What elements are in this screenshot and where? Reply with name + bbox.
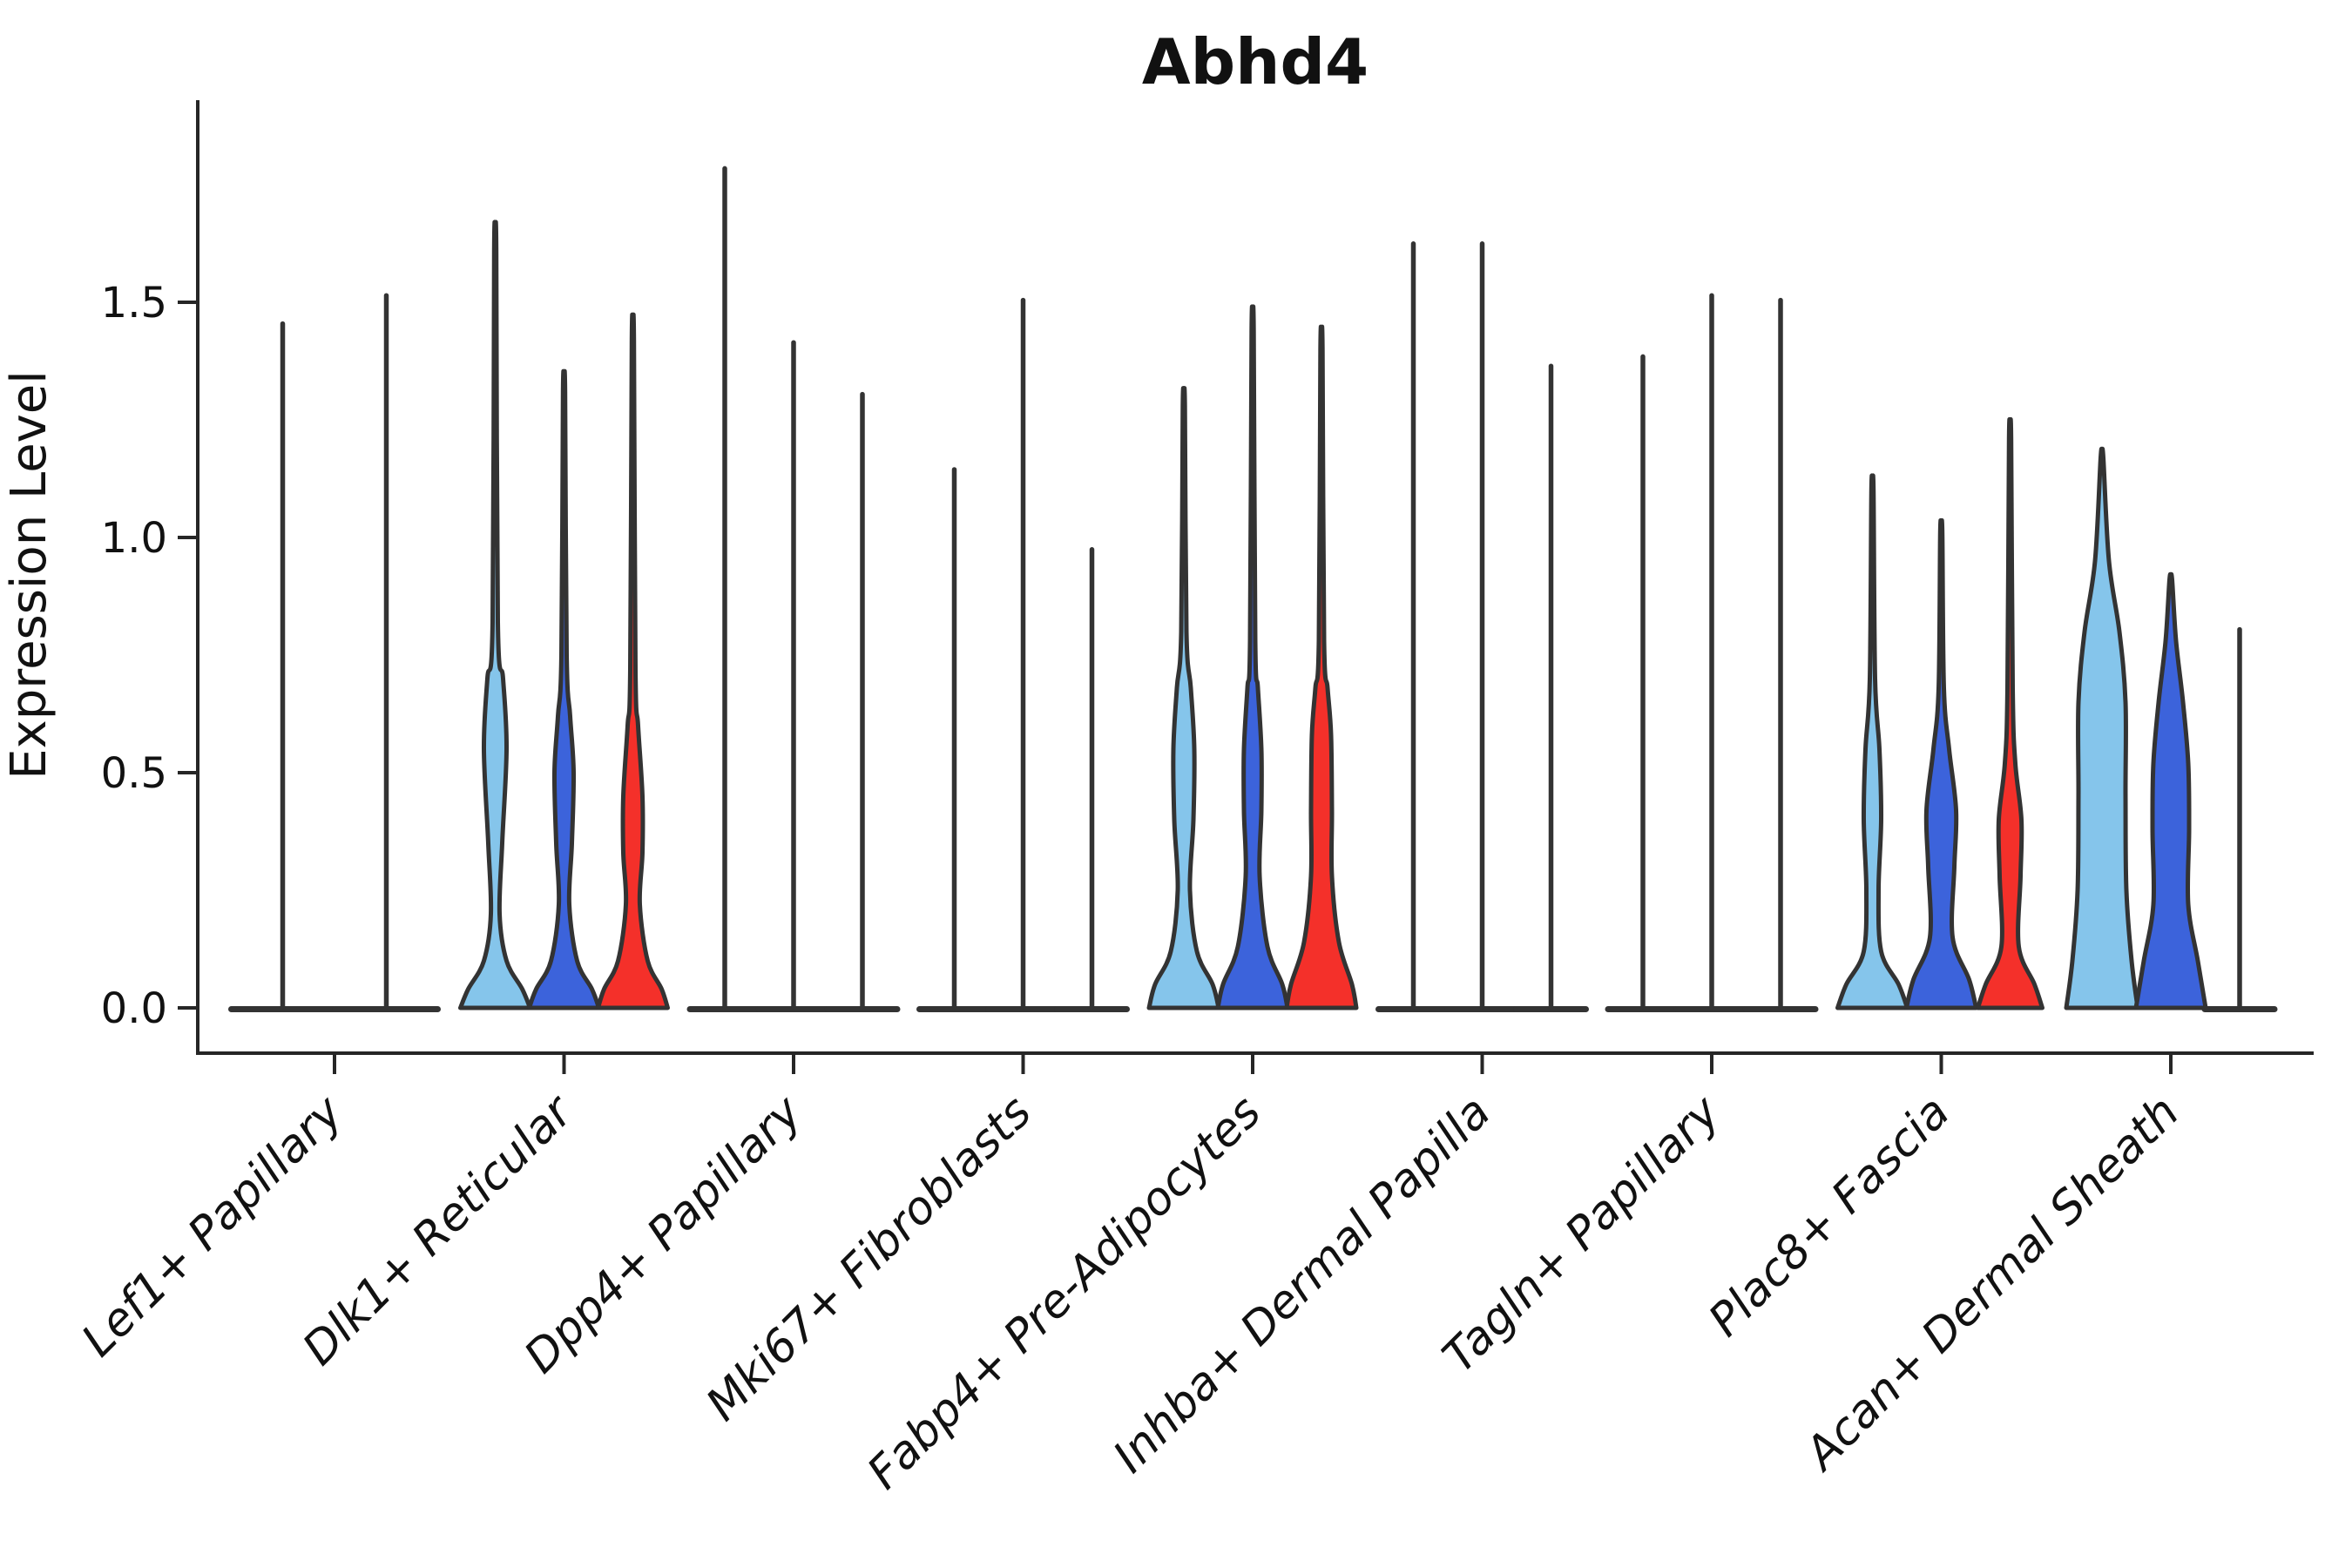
violin-blue-dlk1 bbox=[527, 369, 601, 1010]
violin-red-dlk1 bbox=[596, 312, 670, 1010]
y-tick-label: 0.5 bbox=[101, 749, 167, 798]
x-tick-label: Fabp4+ Pre-Adipocytes bbox=[858, 1086, 1272, 1500]
violin-blue-acan bbox=[2133, 571, 2208, 1010]
x-tick-label: Inhba+ Dermal Papilla bbox=[1104, 1086, 1501, 1484]
violin-lightblue-fabp4 bbox=[1146, 386, 1221, 1010]
violin-lightblue-plac8 bbox=[1835, 473, 1909, 1010]
y-tick-label: 1.0 bbox=[101, 514, 167, 563]
violin-lightblue-acan bbox=[2064, 446, 2140, 1010]
violin-red-fabp4 bbox=[1284, 324, 1359, 1010]
violin-blue-plac8 bbox=[1904, 517, 1978, 1010]
y-axis-label: Expression Level bbox=[1, 370, 57, 780]
violin-lightblue-dlk1 bbox=[458, 220, 532, 1010]
violin-blue-fabp4 bbox=[1215, 304, 1290, 1010]
chart-title: Abhd4 bbox=[1142, 25, 1369, 98]
violin-red-plac8 bbox=[1976, 417, 2044, 1010]
y-tick-label: 1.5 bbox=[101, 279, 167, 328]
x-tick-label: Acan+ Dermal Sheath bbox=[1794, 1086, 2189, 1482]
x-tick-label: Plac8+ Fascia bbox=[1699, 1086, 1959, 1347]
y-tick-label: 0.0 bbox=[101, 984, 167, 1033]
